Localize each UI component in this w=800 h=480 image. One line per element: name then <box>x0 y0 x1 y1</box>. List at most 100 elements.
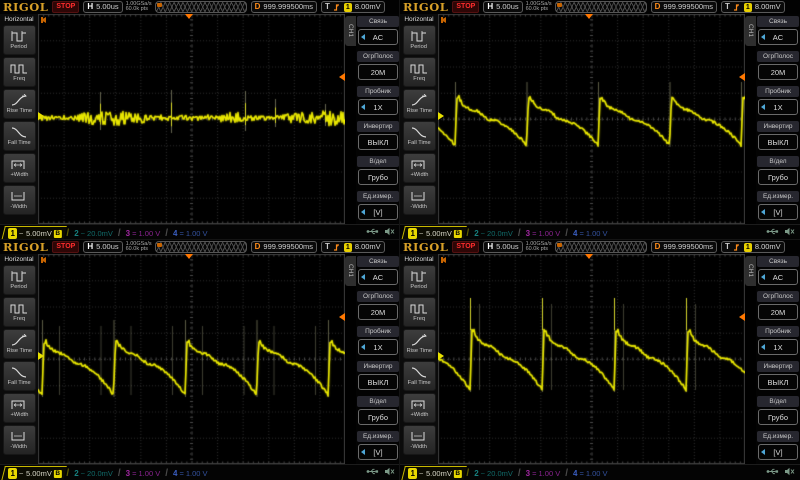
coupling-value-button[interactable]: AC <box>358 29 398 45</box>
measure-button-rise-time[interactable]: Rise Time <box>402 329 436 359</box>
measure-button-fall-time[interactable]: Fall Time <box>402 121 436 151</box>
channel-2-status[interactable]: 2 ~ 20.0mV <box>70 227 117 240</box>
memory-position-bar[interactable] <box>154 241 247 253</box>
measure-button-freq[interactable]: Freq <box>402 297 436 327</box>
delay-label: D <box>654 2 661 11</box>
status-bar: RIGOL STOP H 5.00us 1.00GSa/s 60.0k pts … <box>400 240 800 254</box>
channel-1-status[interactable]: 1 ~ 5.00mV B <box>401 465 468 480</box>
bandwidth-value-button[interactable]: 20M <box>758 64 798 80</box>
channel-1-status[interactable]: 1 ~ 5.00mV B <box>1 225 68 240</box>
delay-readout: D 999.999500ms <box>250 241 318 253</box>
channel-ground-icon[interactable] <box>38 352 44 360</box>
channel-2-status[interactable]: 2 ~ 20.0mV <box>470 227 517 240</box>
volts-div-value-button[interactable]: Грубо <box>758 169 798 185</box>
trigger-readout: T 1 8.00mV <box>721 1 785 13</box>
trigger-level-icon[interactable] <box>739 73 745 81</box>
volts-div-value-button[interactable]: Грубо <box>758 409 798 425</box>
channel-2-status[interactable]: 2 ~ 20.0mV <box>70 467 117 480</box>
units-value-button[interactable]: [V] <box>758 444 798 460</box>
measure-button-period[interactable]: Period <box>2 25 36 55</box>
units-value-button[interactable]: [V] <box>358 204 398 220</box>
channel-1-status[interactable]: 1 ~ 5.00mV B <box>401 225 468 240</box>
trigger-position-icon[interactable] <box>585 14 593 19</box>
channel-2-status[interactable]: 2 ~ 20.0mV <box>470 467 517 480</box>
channel-3-status[interactable]: 3 = 1.00 V <box>122 227 165 240</box>
channel-3-status[interactable]: 3 = 1.00 V <box>522 467 565 480</box>
channel-4-status[interactable]: 4 = 1.00 V <box>569 227 612 240</box>
trigger-level-icon[interactable] <box>339 313 345 321</box>
probe-value-button[interactable]: 1X <box>758 339 798 355</box>
trigger-position-icon[interactable] <box>185 14 193 19</box>
channel-4-status[interactable]: 4 = 1.00 V <box>169 227 212 240</box>
measure-button-fall-time[interactable]: Fall Time <box>2 361 36 391</box>
channel-status-bar: 1 ~ 5.00mV B / 2 ~ 20.0mV / 3 = 1.00 V /… <box>400 464 800 480</box>
measure-button-rise-time[interactable]: Rise Time <box>2 89 36 119</box>
channel-3-badge: 3 <box>525 468 531 478</box>
divider: / <box>117 467 121 479</box>
coupling-value-button[interactable]: AC <box>758 29 798 45</box>
channel-menu-tab[interactable]: CH1 <box>745 256 756 286</box>
invert-value-button[interactable]: ВЫКЛ <box>758 134 798 150</box>
measure-button-fall-time[interactable]: Fall Time <box>402 361 436 391</box>
measure-button-freq[interactable]: Freq <box>2 297 36 327</box>
memory-position-bar[interactable] <box>154 1 247 13</box>
measure-button-pos-width[interactable]: +Width <box>402 153 436 183</box>
memory-position-bar[interactable] <box>554 241 647 253</box>
coupling-value-button[interactable]: AC <box>358 269 398 285</box>
trigger-level-icon[interactable] <box>739 313 745 321</box>
invert-value-button[interactable]: ВЫКЛ <box>358 374 398 390</box>
units-value-button[interactable]: [V] <box>358 444 398 460</box>
measure-button-rise-time[interactable]: Rise Time <box>2 329 36 359</box>
trigger-readout: T 1 8.00mV <box>721 241 785 253</box>
channel-1-badge: 1 <box>408 467 418 479</box>
channel-menu-tab[interactable]: CH1 <box>345 16 356 46</box>
bandwidth-limit-badge: B <box>53 469 62 477</box>
invert-value-button[interactable]: ВЫКЛ <box>358 134 398 150</box>
memory-position-bar[interactable] <box>554 1 647 13</box>
bandwidth-value-button[interactable]: 20M <box>358 304 398 320</box>
volts-div-value-button[interactable]: Грубо <box>358 169 398 185</box>
channel-ground-icon[interactable] <box>38 112 44 120</box>
channel-3-status[interactable]: 3 = 1.00 V <box>122 467 165 480</box>
channel-4-status[interactable]: 4 = 1.00 V <box>169 467 212 480</box>
bandwidth-value-button[interactable]: 20M <box>358 64 398 80</box>
measure-button-neg-width[interactable]: -Width <box>402 185 436 215</box>
channel-4-status[interactable]: 4 = 1.00 V <box>569 467 612 480</box>
oscilloscope-screen: RIGOL STOP H 5.00us 1.00GSa/s 60.0k pts … <box>399 0 800 241</box>
channel-3-status[interactable]: 3 = 1.00 V <box>522 227 565 240</box>
probe-value-button[interactable]: 1X <box>758 99 798 115</box>
measure-button-neg-width[interactable]: -Width <box>2 185 36 215</box>
probe-value-button[interactable]: 1X <box>358 99 398 115</box>
measure-button-freq[interactable]: Freq <box>2 57 36 87</box>
measure-button-freq[interactable]: Freq <box>402 57 436 87</box>
bandwidth-value-button[interactable]: 20M <box>758 304 798 320</box>
speaker-muted-icon <box>785 467 795 476</box>
menu-item-probe: Пробник 1X <box>356 324 400 359</box>
channel-1-status[interactable]: 1 ~ 5.00mV B <box>1 465 68 480</box>
trigger-level-icon[interactable] <box>339 73 345 81</box>
measure-button-pos-width[interactable]: +Width <box>402 393 436 423</box>
channel-menu-tab[interactable]: CH1 <box>345 256 356 286</box>
units-value-button[interactable]: [V] <box>758 204 798 220</box>
channel-ground-icon[interactable] <box>438 352 444 360</box>
measure-button-neg-width[interactable]: -Width <box>402 425 436 455</box>
volts-div-value-button[interactable]: Грубо <box>358 409 398 425</box>
measure-button-fall-time[interactable]: Fall Time <box>2 121 36 151</box>
channel-ground-icon[interactable] <box>438 112 444 120</box>
measure-button-period[interactable]: Period <box>402 25 436 55</box>
measure-button-period[interactable]: Period <box>2 265 36 295</box>
trigger-position-icon[interactable] <box>585 254 593 259</box>
minus-width-icon <box>411 432 425 441</box>
probe-value-button[interactable]: 1X <box>358 339 398 355</box>
measure-button-pos-width[interactable]: +Width <box>2 153 36 183</box>
trigger-position-icon[interactable] <box>185 254 193 259</box>
bandwidth-limit-badge: B <box>453 229 462 237</box>
invert-value-button[interactable]: ВЫКЛ <box>758 374 798 390</box>
measure-button-neg-width[interactable]: -Width <box>2 425 36 455</box>
coupling-value-button[interactable]: AC <box>758 269 798 285</box>
measure-button-period[interactable]: Period <box>402 265 436 295</box>
channel-menu-tab[interactable]: CH1 <box>745 16 756 46</box>
usb-device-icon <box>366 228 379 235</box>
measure-button-rise-time[interactable]: Rise Time <box>402 89 436 119</box>
measure-button-pos-width[interactable]: +Width <box>2 393 36 423</box>
